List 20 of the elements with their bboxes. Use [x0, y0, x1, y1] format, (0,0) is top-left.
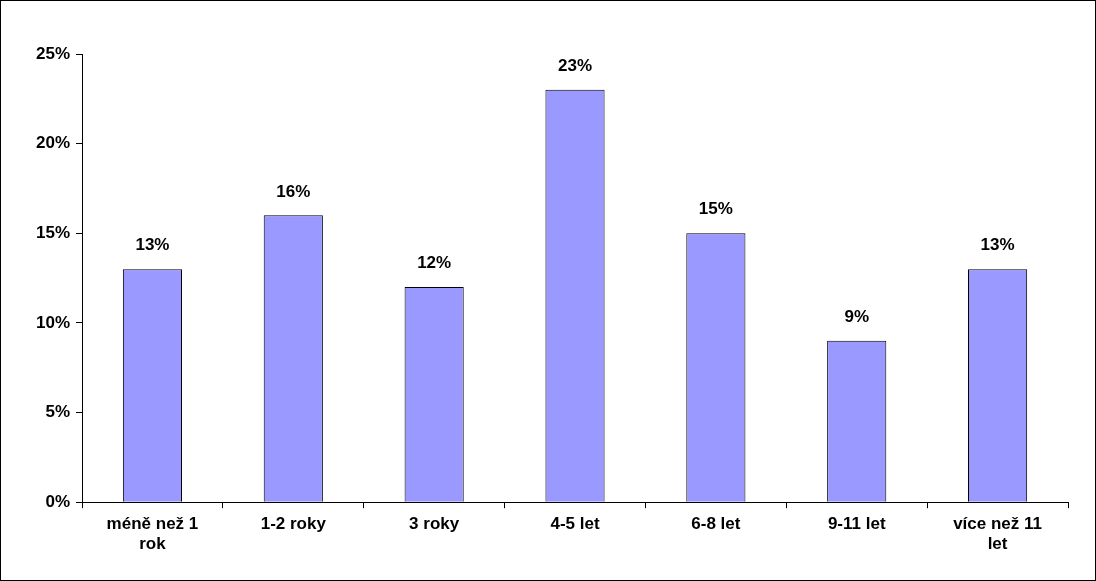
data-label: 13%: [135, 235, 170, 255]
x-tick-label: 1-2 roky: [260, 514, 327, 534]
y-tick-label: 15%: [35, 222, 71, 242]
x-tick-label: více než 11 let: [953, 514, 1042, 554]
data-label: 9%: [844, 307, 870, 327]
data-label: 23%: [558, 56, 593, 76]
y-tick-label: 20%: [35, 133, 71, 153]
data-label: 15%: [698, 199, 733, 219]
y-tick-label: 25%: [35, 43, 71, 63]
x-tick-label: méně než 1 rok: [106, 514, 199, 554]
data-label: 12%: [417, 253, 452, 273]
y-tick-label: 0%: [45, 491, 71, 511]
y-tick-label: 10%: [35, 312, 71, 332]
data-label: 16%: [276, 181, 311, 201]
x-tick-label: 4-5 let: [550, 514, 600, 534]
data-label: 13%: [980, 235, 1015, 255]
x-tick-label: 6-8 let: [691, 514, 741, 534]
x-tick-label: 9-11 let: [827, 514, 886, 534]
y-tick-label: 5%: [45, 402, 71, 422]
x-tick-label: 3 roky: [409, 514, 460, 534]
